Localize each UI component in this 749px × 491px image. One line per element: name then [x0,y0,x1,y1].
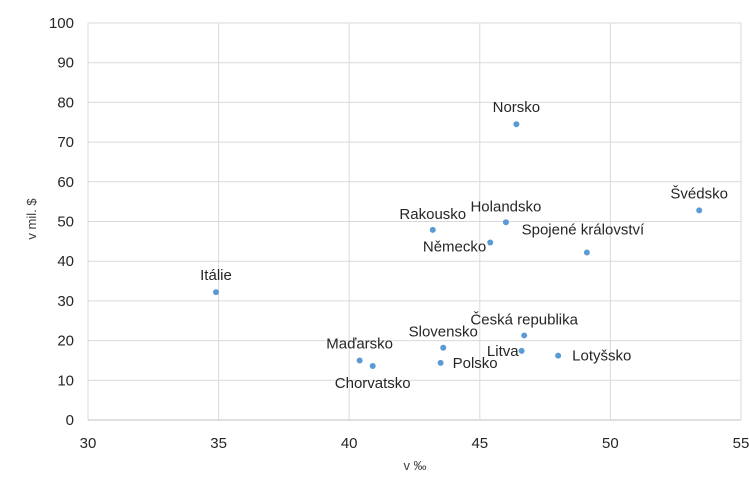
point-label-holandsko: Holandsko [470,198,541,215]
y-tick-label: 60 [57,174,74,191]
point-label-slovensko: Slovensko [409,324,478,341]
point-label-norsko: Norsko [493,99,541,116]
data-point-nemecko [487,239,494,246]
point-label-madarsko: Maďarsko [326,335,393,352]
data-point-holandsko [502,219,509,226]
data-point-madarsko [356,357,363,364]
y-axis-title: v mil. $ [24,198,39,240]
point-label-italie: Itálie [200,267,232,284]
point-label-nemecko: Německo [423,239,486,256]
x-tick-label: 45 [471,435,488,452]
data-points [212,121,703,370]
data-point-italie [212,289,219,296]
x-axis-title: v ‰ [403,458,426,473]
x-tick-label: 30 [80,435,97,452]
data-point-slovensko [440,344,447,351]
y-tick-label: 10 [57,372,74,389]
x-tick-label: 35 [210,435,227,452]
y-tick-label: 20 [57,333,74,350]
data-point-svedsko [696,207,703,214]
y-tick-label: 50 [57,214,74,231]
y-tick-label: 70 [57,134,74,151]
point-label-litva: Litva [487,343,519,360]
point-label-polsko: Polsko [453,355,498,372]
data-point-ceska-republika [521,332,528,339]
point-label-rakousko: Rakousko [399,206,466,223]
x-tick-label: 40 [341,435,358,452]
data-point-litva [518,347,525,354]
y-tick-label: 90 [57,55,74,72]
data-point-lotyssko [555,352,562,359]
data-point-chorvatsko [369,363,376,370]
y-tick-label: 100 [49,15,74,32]
point-label-spojene-kralovstvi: Spojené království [522,221,645,238]
data-point-polsko [437,359,444,366]
data-point-norsko [513,121,520,128]
x-tick-label: 55 [733,435,749,452]
data-point-rakousko [429,226,436,233]
point-label-lotyssko: Lotyšsko [572,348,631,365]
y-tick-label: 80 [57,94,74,111]
gridlines [87,22,742,421]
point-label-chorvatsko: Chorvatsko [335,375,411,392]
data-point-spojene-kralovstvi [583,249,590,256]
y-tick-label: 30 [57,293,74,310]
point-label-svedsko: Švédsko [670,185,728,202]
y-tick-label: 40 [57,253,74,270]
tick-labels: 0 10 20 30 40 50 60 70 80 90 100 30 35 40 45 50 55 [49,15,749,452]
x-tick-label: 50 [602,435,619,452]
y-tick-label: 0 [66,412,74,429]
point-label-ceska-republika: Česká republika [470,311,578,328]
